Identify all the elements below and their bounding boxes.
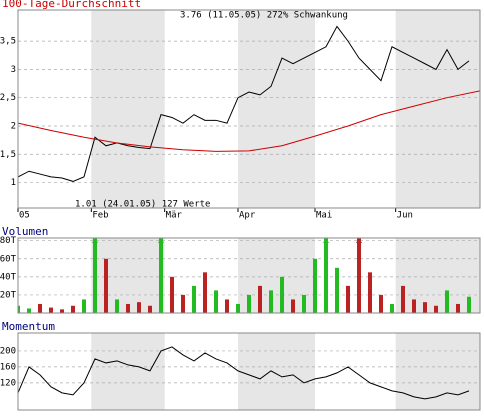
volume-bar — [93, 238, 97, 313]
month-shade — [395, 333, 480, 410]
volume-bar — [181, 294, 185, 313]
volume-bar — [60, 309, 64, 313]
y-tick-label: 200 — [0, 346, 16, 356]
volume-bar — [247, 294, 251, 313]
plot-frame — [17, 332, 481, 411]
volume-bar — [324, 238, 328, 313]
legend-entry: 100-Tage-Durchschnitt — [2, 0, 141, 10]
plot-area — [18, 238, 480, 313]
y-tick-label: 40T — [0, 272, 17, 282]
y-tick-label: 1 — [11, 178, 16, 188]
x-tick-label: Jun — [397, 211, 413, 221]
month-shade — [395, 10, 480, 208]
x-tick-label: 05 — [19, 211, 30, 221]
volume-bar — [203, 272, 207, 313]
x-tick-label: Mär — [166, 211, 183, 221]
volume-bar — [192, 285, 196, 313]
y-tick-label: 1,5 — [0, 150, 16, 160]
volume-bar — [379, 294, 383, 313]
line-series — [18, 346, 470, 400]
volume-bar — [456, 303, 460, 313]
volume-bar — [115, 299, 119, 313]
overflow-arrow — [323, 238, 329, 243]
volume-bar — [137, 302, 141, 313]
month-shade — [91, 238, 165, 313]
volume-bar — [467, 296, 471, 313]
y-tick-label: 60T — [0, 254, 17, 264]
x-tick-label: Apr — [239, 211, 256, 221]
y-tick-label: 120 — [0, 378, 16, 388]
volume-bar — [291, 299, 295, 313]
volume-bar — [401, 285, 405, 313]
y-tick-label: 20T — [0, 290, 17, 300]
overflow-arrow — [356, 238, 362, 243]
volume-bar — [126, 303, 130, 313]
volume-bar — [390, 303, 394, 313]
volume-bar — [434, 305, 438, 313]
plot-area — [18, 333, 480, 410]
volume-bar — [159, 238, 163, 313]
month-shade — [91, 333, 165, 410]
panel-title: Volumen — [2, 225, 48, 238]
plot-frame — [17, 9, 481, 209]
plot-area — [18, 10, 480, 208]
y-tick-label: 3 — [11, 65, 16, 75]
volume-bar — [49, 307, 53, 313]
volume-bar — [38, 303, 42, 313]
volume-bar — [71, 305, 75, 313]
annotation: 3.76 (11.05.05) 272% Schwankung — [180, 11, 348, 21]
y-tick-label: 160 — [0, 362, 16, 372]
volume-bar — [412, 299, 416, 313]
annotation: 1.01 (24.01.05) 127 Werte — [75, 200, 210, 210]
volume-bar — [357, 238, 361, 313]
volume-bar — [280, 276, 284, 313]
volume-bar — [423, 302, 427, 313]
volume-bar — [335, 267, 339, 313]
month-shade — [238, 10, 315, 208]
volume-bar — [258, 285, 262, 313]
volume-bar — [170, 276, 174, 313]
volume-bar — [313, 258, 317, 313]
x-tick-label: Feb — [92, 211, 108, 221]
volume-bar — [82, 299, 86, 313]
volume-bar — [225, 299, 229, 313]
volume-bar — [104, 258, 108, 313]
volume-bar — [346, 285, 350, 313]
volume-bar — [445, 290, 449, 313]
line-series — [18, 25, 470, 182]
y-tick-label: 3,5 — [0, 37, 16, 47]
panel-title: Momentum — [2, 320, 55, 333]
month-shade — [395, 238, 480, 313]
overflow-arrow — [158, 238, 164, 243]
y-tick-label: 80T — [0, 236, 17, 246]
volume-bar — [302, 294, 306, 313]
volume-bar — [214, 290, 218, 313]
month-shade — [91, 10, 165, 208]
line-series — [18, 90, 480, 152]
x-tick-label: Mai — [316, 211, 332, 221]
volume-bar — [148, 305, 152, 313]
volume-bar — [18, 305, 20, 313]
volume-bar — [368, 272, 372, 313]
volume-bar — [269, 290, 273, 313]
month-shade — [238, 333, 315, 410]
volume-bar — [236, 303, 240, 313]
plot-frame — [17, 237, 481, 314]
overflow-arrow — [92, 238, 98, 243]
y-tick-label: 2,5 — [0, 93, 16, 103]
y-tick-label: 2 — [11, 121, 16, 131]
volume-bar — [27, 308, 31, 313]
